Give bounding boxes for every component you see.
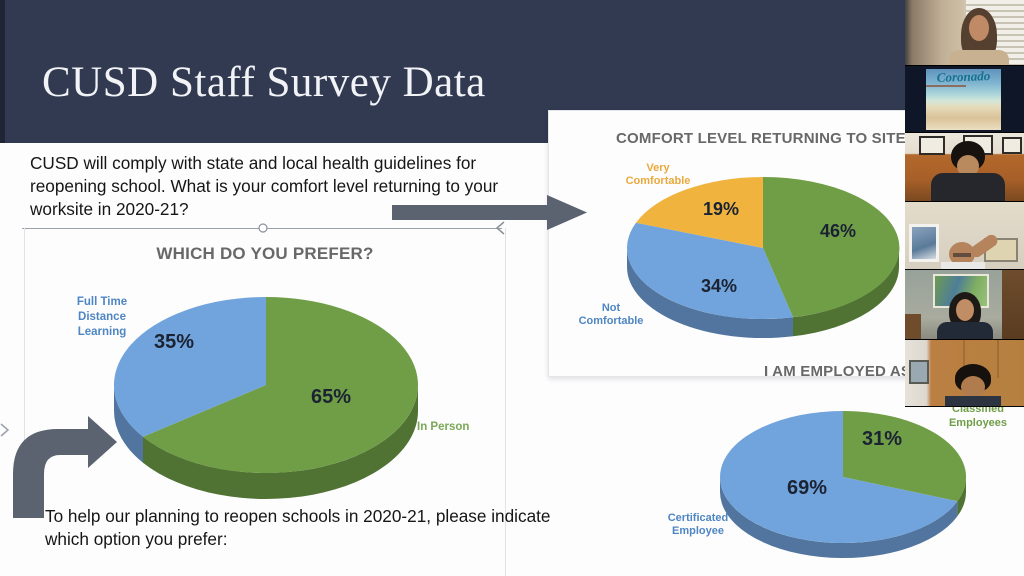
chart-title-prefer: WHICH DO YOU PREFER? xyxy=(156,244,374,263)
participant-face xyxy=(961,376,985,398)
slice-value-19: 19% xyxy=(702,199,740,219)
video-tile-district-logo[interactable]: Coronado xyxy=(905,66,1024,133)
slice-label-very-comfortable: Very Comfortable xyxy=(625,162,691,187)
wall-art xyxy=(909,224,939,262)
slice-value-46: 46% xyxy=(819,221,857,241)
participant-body xyxy=(945,396,1001,406)
slice-value-34: 34% xyxy=(700,276,738,296)
video-participant-strip: Coronado xyxy=(905,0,1024,407)
selection-handle-left[interactable] xyxy=(0,423,10,437)
video-tile-participant-2[interactable] xyxy=(905,133,1024,202)
slice-value-31: 31% xyxy=(861,428,903,450)
bent-arrow-shape xyxy=(13,416,117,518)
wall-frame xyxy=(919,136,945,155)
chart-title-comfort: COMFORT LEVEL RETURNING TO SITE xyxy=(616,130,905,147)
bookshelf xyxy=(1002,270,1024,339)
slice-value-69: 69% xyxy=(786,477,828,499)
participant-body xyxy=(931,173,1005,201)
comfort-chart-card xyxy=(548,110,910,377)
video-tile-participant-3[interactable] xyxy=(905,202,1024,270)
wall-frame xyxy=(1002,137,1022,154)
slice-label-not-comfortable: Not Comfortable xyxy=(578,302,644,327)
participant-body xyxy=(941,262,985,269)
wall-frame xyxy=(909,360,929,384)
slice-value-65: 65% xyxy=(310,386,352,408)
selection-handle-right[interactable] xyxy=(495,221,505,235)
slice-label-full-time-distance: Full Time Distance Learning xyxy=(76,296,128,338)
bookshelf xyxy=(905,314,921,339)
slide-header-band: CUSD Staff Survey Data xyxy=(0,0,905,143)
participant-face xyxy=(956,299,974,321)
slide-title: CUSD Staff Survey Data xyxy=(42,59,486,106)
participant-body xyxy=(937,322,993,339)
participant-face xyxy=(969,15,989,41)
selection-handle-top[interactable] xyxy=(258,223,268,233)
participant-face xyxy=(957,155,979,177)
footer-paragraph: To help our planning to reopen schools i… xyxy=(45,506,551,549)
slice-label-in-person: In Person xyxy=(417,421,470,433)
slide-edge-shadow xyxy=(0,0,5,143)
wall-painting xyxy=(933,274,989,308)
slice-value-35: 35% xyxy=(153,331,195,353)
pie-chart-which-do-you-prefer xyxy=(114,296,419,499)
participant-body xyxy=(949,50,1009,65)
intro-paragraph: CUSD will comply with state and local he… xyxy=(30,153,499,219)
chart-title-employed: I AM EMPLOYED AS xyxy=(764,363,905,380)
video-tile-participant-5[interactable] xyxy=(905,340,1024,406)
participant-glasses xyxy=(953,253,971,257)
slice-label-certificated: Certificated Employee xyxy=(667,512,729,537)
coronado-logo: Coronado xyxy=(926,68,1001,130)
coronado-logo-text: Coronado xyxy=(936,68,991,85)
coronado-logo-subline xyxy=(926,85,966,87)
video-tile-participant-4[interactable] xyxy=(905,270,1024,340)
pie-chart-employed-as xyxy=(719,411,967,559)
video-tile-participant-1[interactable] xyxy=(905,0,1024,66)
